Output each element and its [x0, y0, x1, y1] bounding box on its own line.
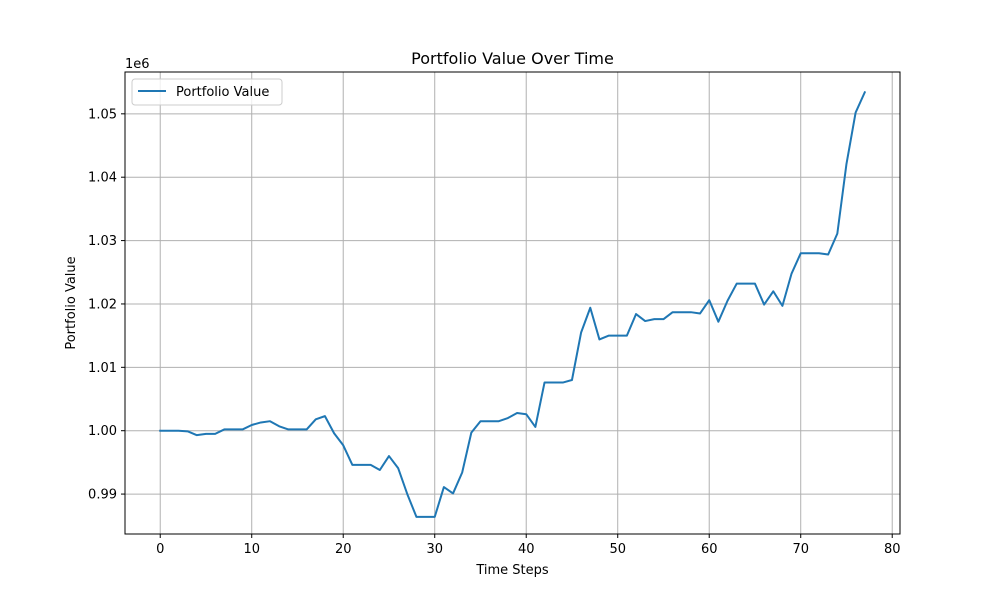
x-tick-label: 70 — [792, 542, 809, 557]
chart-title: Portfolio Value Over Time — [411, 49, 614, 68]
y-tick-label: 1.00 — [88, 424, 117, 439]
y-tick-label: 1.02 — [88, 297, 117, 312]
y-tick-label: 1.04 — [88, 171, 117, 186]
x-tick-label: 80 — [884, 542, 901, 557]
legend: Portfolio Value — [131, 78, 283, 106]
y-offset-text: 1e6 — [125, 57, 150, 72]
y-tick-label: 0.99 — [88, 488, 117, 503]
y-tick-label: 1.05 — [88, 107, 117, 122]
x-tick-label: 40 — [518, 542, 535, 557]
x-tick-label: 20 — [335, 542, 352, 557]
y-tick-label: 1.01 — [88, 361, 117, 376]
x-tick-label: 0 — [156, 542, 164, 557]
y-tick-label: 1.03 — [88, 234, 117, 249]
y-axis-label: Portfolio Value — [64, 256, 79, 349]
plot-frame — [124, 71, 901, 535]
series-layer — [159, 90, 867, 518]
x-tick-label: 50 — [609, 542, 626, 557]
x-tick-label: 30 — [426, 542, 443, 557]
grid — [125, 72, 900, 534]
legend-box — [131, 78, 283, 106]
x-axis-label: Time Steps — [475, 563, 549, 578]
x-tick-label: 60 — [701, 542, 718, 557]
legend-label: Portfolio Value — [176, 85, 269, 100]
x-tick-label: 10 — [243, 542, 260, 557]
series-line — [159, 90, 867, 518]
axis-ticks: 0 10 20 30 40 50 60 70 80 0.99 1.00 1.01 1.02 1.03 1.0… — [88, 107, 900, 557]
